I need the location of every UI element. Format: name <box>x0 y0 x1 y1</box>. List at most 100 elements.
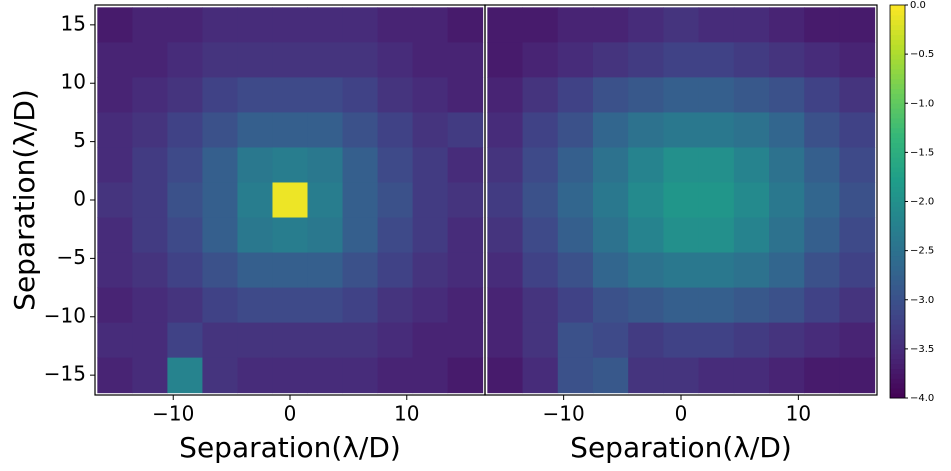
heatmap-cell <box>663 217 700 254</box>
heatmap-cell <box>412 357 449 394</box>
heatmap-cell <box>804 287 840 324</box>
colorbar-step <box>890 167 905 173</box>
heatmap-cell <box>97 252 133 289</box>
heatmap-cell <box>272 252 309 289</box>
colorbar-step <box>890 221 905 227</box>
heatmap-cell <box>592 322 629 359</box>
heatmap-cell <box>167 112 203 148</box>
heatmap-cell <box>377 252 414 289</box>
heatmap-cell <box>202 77 238 113</box>
y-axis-label: Separation(λ/D) <box>8 89 41 311</box>
colorbar-step <box>890 103 905 109</box>
heatmap-cell <box>342 42 379 78</box>
heatmap-cell <box>377 217 414 254</box>
colorbar-step <box>890 63 905 70</box>
heatmap-cell <box>839 7 876 43</box>
heatmap-cell <box>804 322 840 359</box>
heatmap-cell <box>804 77 840 113</box>
heatmap-cell <box>769 7 805 43</box>
colorbar-step <box>890 83 905 90</box>
heatmap-cell <box>487 252 524 289</box>
heatmap-cell <box>167 357 203 394</box>
heatmap-cell <box>132 217 168 254</box>
heatmap-cell <box>839 42 876 78</box>
heatmap-cell <box>557 322 594 359</box>
colorbar-step <box>890 186 905 193</box>
colorbar-step <box>890 73 905 80</box>
colorbar-step <box>890 93 905 99</box>
heatmap-cell <box>592 287 629 324</box>
heatmap-cell <box>307 7 344 43</box>
colorbar-step <box>890 245 905 252</box>
heatmap-cell <box>628 252 664 289</box>
colorbar-step <box>890 260 905 266</box>
colorbar-tick-label: −1.0 <box>910 98 934 109</box>
colorbar-step <box>890 299 905 306</box>
colorbar-step <box>890 211 905 217</box>
heatmap-cell <box>839 252 876 289</box>
heatmap-cell <box>698 217 735 254</box>
heatmap-cell <box>447 322 484 359</box>
heatmap-cell <box>307 112 344 148</box>
colorbar-step <box>890 383 905 389</box>
colorbar-step <box>890 29 905 35</box>
heatmap-cell <box>522 252 559 289</box>
heatmap-cell <box>307 182 344 219</box>
heatmap-cell <box>698 182 735 219</box>
heatmap-cell <box>592 217 629 254</box>
heatmap-cell <box>97 42 133 78</box>
x-tick-label: −10 <box>543 402 585 426</box>
heatmap-cell <box>522 357 559 394</box>
heatmap-cell <box>733 42 770 78</box>
heatmap-cell <box>487 112 524 148</box>
heatmap-cell <box>557 112 594 148</box>
heatmap-cell <box>592 182 629 219</box>
colorbar-step <box>890 319 905 325</box>
heatmap-cell <box>447 217 484 254</box>
heatmap-cell <box>167 182 203 219</box>
y-tick-label: 5 <box>73 128 86 152</box>
heatmap-cell <box>733 182 770 219</box>
heatmap-cell <box>342 322 379 359</box>
heatmap-cell <box>592 42 629 78</box>
heatmap-cell <box>342 182 379 219</box>
heatmap-cell <box>202 357 238 394</box>
heatmap-cell <box>272 7 309 43</box>
heatmap-cell <box>377 42 414 78</box>
colorbar-step <box>890 9 905 16</box>
heatmap-cell <box>377 112 414 148</box>
colorbar-step <box>890 304 905 311</box>
heatmap-cell <box>167 7 203 43</box>
colorbar-step <box>890 255 905 261</box>
y-tick-label: 15 <box>61 11 86 35</box>
heatmap-cell <box>487 357 524 394</box>
heatmap-cell <box>307 287 344 324</box>
colorbar-step <box>890 44 905 50</box>
heatmap-cell <box>522 322 559 359</box>
heatmap-cell <box>839 182 876 219</box>
colorbar-step <box>890 280 905 286</box>
heatmap-cell <box>202 7 238 43</box>
x-axis-label: Separation(λ/D) <box>570 431 792 464</box>
colorbar-tick-label: −2.0 <box>910 197 934 208</box>
heatmap-cell <box>447 357 484 394</box>
heatmap-cell <box>804 147 840 183</box>
heatmap-cell <box>522 112 559 148</box>
heatmap-cell <box>307 42 344 78</box>
heatmap-cell <box>377 77 414 113</box>
heatmap-cell <box>272 42 309 78</box>
heatmap-cell <box>522 217 559 254</box>
heatmap-cell <box>342 77 379 113</box>
heatmap-cell <box>839 77 876 113</box>
colorbar-step <box>890 353 905 360</box>
heatmap-cell <box>733 112 770 148</box>
colorbar-step <box>890 152 905 158</box>
colorbar-step <box>890 137 905 144</box>
colorbar-step <box>890 88 905 94</box>
heatmap-cell <box>237 287 273 324</box>
heatmap-cell <box>839 112 876 148</box>
colorbar-step <box>890 363 905 370</box>
colorbar-tick-label: −2.5 <box>910 246 934 257</box>
heatmap-cell <box>342 217 379 254</box>
heatmap-cell <box>769 322 805 359</box>
